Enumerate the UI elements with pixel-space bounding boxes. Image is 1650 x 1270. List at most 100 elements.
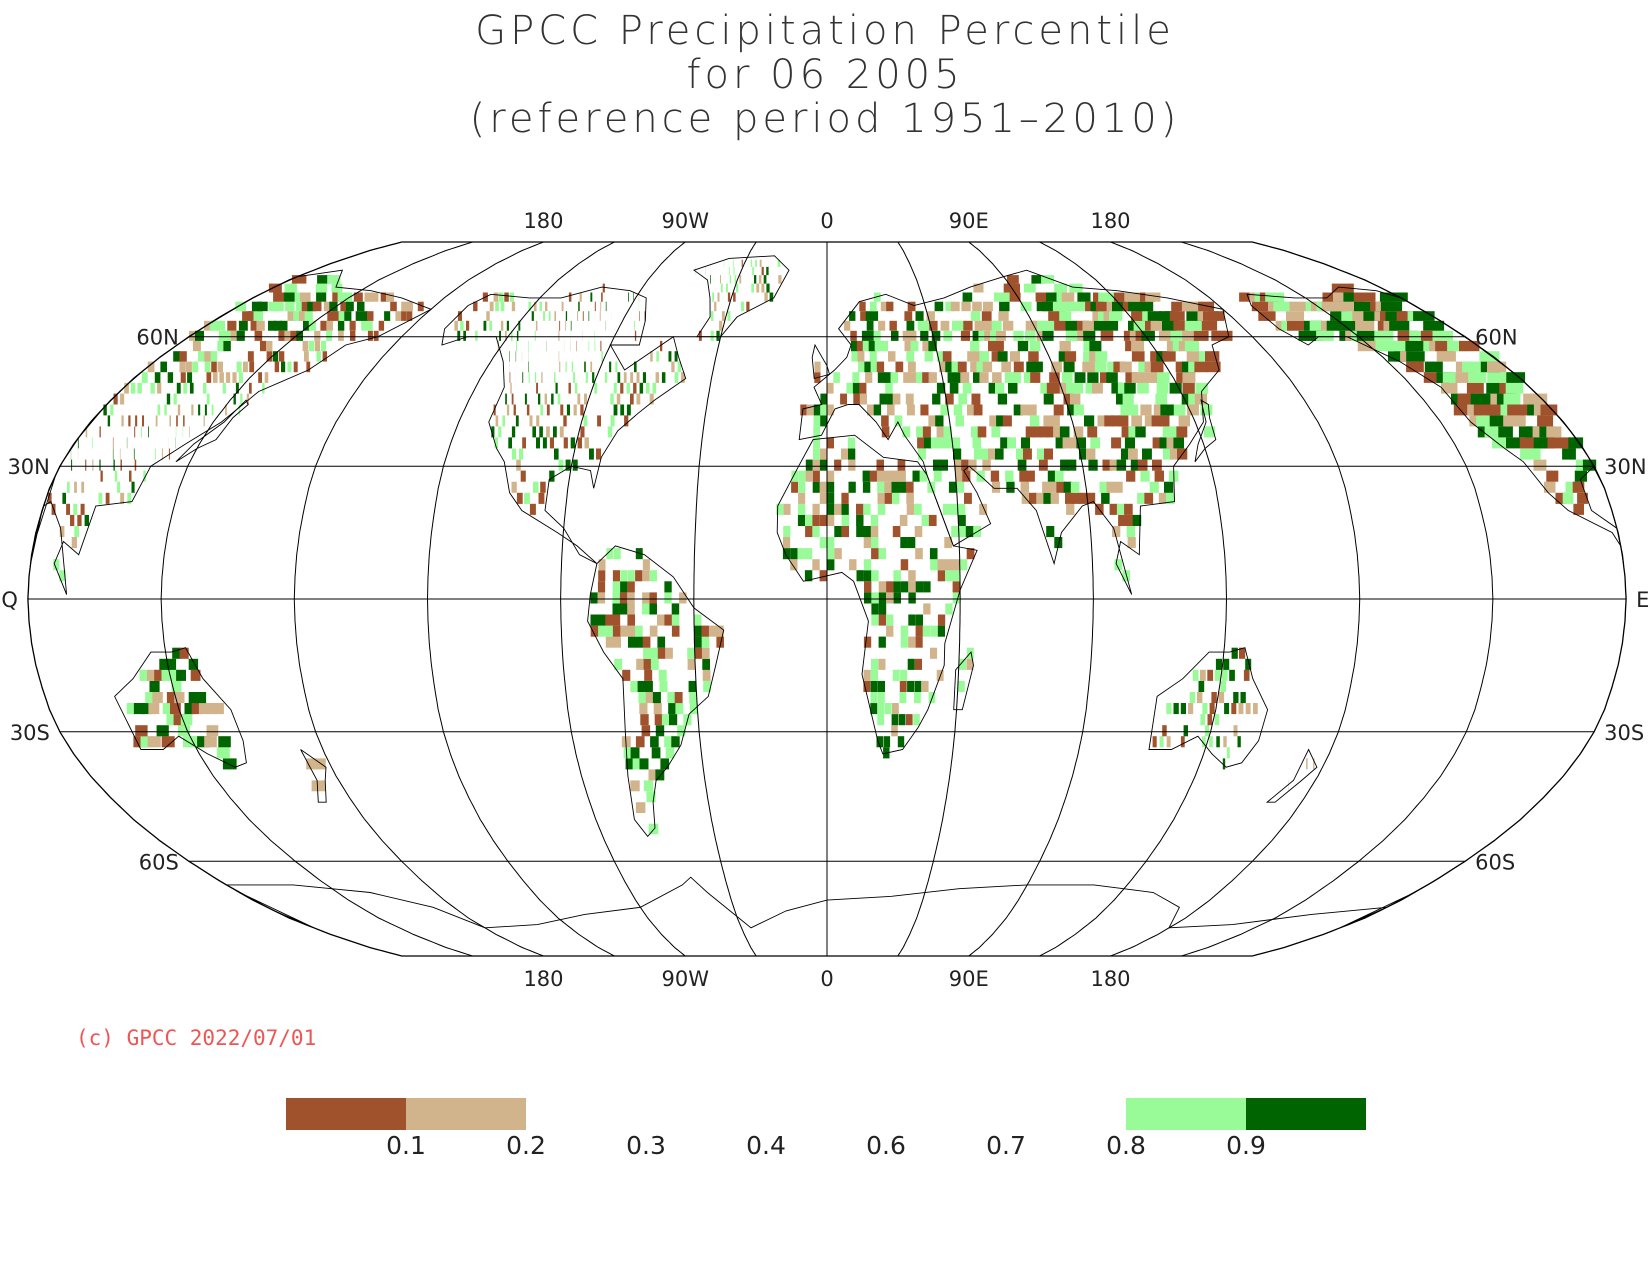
- precip-cell: [1198, 680, 1205, 692]
- precip-cell: [1151, 415, 1163, 427]
- precip-cell: [577, 311, 579, 321]
- precip-cell: [868, 340, 876, 352]
- precip-cell: [174, 692, 185, 704]
- precip-cell: [1233, 725, 1238, 737]
- precip-cell: [489, 301, 494, 312]
- precip-cell: [648, 769, 658, 781]
- precip-cell: [827, 514, 835, 526]
- precip-cell: [1129, 292, 1145, 302]
- precip-cell: [813, 426, 821, 438]
- precip-cell: [1144, 492, 1154, 504]
- precip-cell: [1131, 340, 1145, 352]
- precip-cell: [225, 404, 227, 416]
- precip-cell: [1286, 311, 1304, 321]
- precip-cell: [1233, 692, 1239, 704]
- precip-cell: [1002, 415, 1012, 427]
- precip-cell: [1468, 361, 1488, 373]
- precip-cell: [1041, 275, 1055, 284]
- precip-cell: [1029, 415, 1040, 427]
- precip-cell: [1074, 372, 1086, 383]
- precip-cell: [1487, 404, 1504, 416]
- precip-cell: [876, 459, 884, 471]
- precip-cell: [1375, 340, 1395, 352]
- precip-cell: [1544, 481, 1556, 493]
- precip-cell: [1058, 301, 1071, 312]
- precip-cell: [1466, 382, 1484, 394]
- precip-cell: [1200, 404, 1213, 416]
- precip-cell: [1240, 692, 1246, 704]
- precip-cell: [852, 382, 860, 394]
- precip-cell: [1287, 320, 1305, 331]
- precip-cell: [1072, 492, 1081, 504]
- precip-cell: [951, 320, 961, 331]
- precip-cell: [1127, 537, 1136, 549]
- precip-cell: [327, 311, 335, 321]
- precip-cell: [572, 459, 578, 471]
- precip-cell: [945, 393, 954, 405]
- precip-cell: [937, 625, 945, 637]
- precip-cell: [873, 330, 881, 341]
- precip-cell: [73, 503, 78, 515]
- precip-cell: [674, 372, 679, 383]
- precip-cell: [1030, 372, 1041, 383]
- precip-cell: [316, 292, 327, 302]
- latitude-labels: 60N60N30N30NEQEQ30S30S60S60S: [0, 326, 1650, 875]
- precip-cell: [570, 320, 572, 331]
- precip-cell: [1064, 351, 1077, 362]
- precip-cell: [1137, 459, 1148, 471]
- precip-cell: [204, 736, 217, 748]
- precip-cell: [898, 714, 906, 726]
- precip-cell: [1304, 330, 1322, 341]
- precip-cell: [905, 481, 914, 493]
- precip-cell: [1088, 361, 1100, 373]
- precip-cell: [867, 330, 875, 341]
- precip-cell: [1032, 426, 1042, 438]
- precip-cell: [948, 481, 957, 493]
- precip-cell: [877, 372, 886, 383]
- precip-cell: [1546, 470, 1559, 482]
- precip-cell: [565, 361, 567, 373]
- precip-cell: [893, 581, 901, 593]
- precip-cell: [881, 415, 889, 427]
- precip-cell: [526, 404, 530, 416]
- precip-cell: [862, 340, 870, 352]
- precip-cell: [642, 636, 651, 648]
- precip-cell: [891, 714, 899, 726]
- lat-label-right: 30N: [1604, 455, 1646, 479]
- precip-cell: [369, 292, 379, 302]
- precip-cell: [886, 301, 894, 312]
- precip-cell: [1043, 415, 1054, 427]
- precip-cell: [892, 526, 901, 538]
- precip-cell: [981, 311, 992, 321]
- precip-cell: [827, 537, 835, 549]
- precip-cell: [870, 680, 878, 692]
- lat-label-right: 60N: [1475, 326, 1517, 350]
- precip-cell: [546, 426, 550, 438]
- precip-cell: [203, 415, 205, 427]
- precip-cell: [235, 301, 247, 312]
- precip-cell: [528, 372, 530, 383]
- precip-cell: [1149, 481, 1159, 493]
- precip-cell: [923, 603, 931, 615]
- precip-cell: [945, 570, 953, 582]
- precip-cell: [613, 548, 621, 560]
- precip-cell: [92, 459, 94, 471]
- precip-cell: [361, 320, 367, 331]
- precip-cell: [574, 382, 578, 394]
- precip-cell: [1042, 330, 1054, 341]
- precip-cell: [1330, 311, 1350, 321]
- precip-cell: [1222, 758, 1226, 770]
- precip-cell: [979, 372, 989, 383]
- precip-cell: [940, 320, 950, 331]
- precip-cell: [741, 259, 743, 267]
- precip-cell: [460, 320, 464, 331]
- precip-cell: [528, 340, 529, 352]
- precip-cell: [1125, 372, 1138, 383]
- precip-cell: [1118, 514, 1127, 526]
- precip-cell: [928, 340, 937, 352]
- precip-cell: [133, 448, 135, 460]
- precip-cell: [820, 448, 827, 460]
- precip-cell: [841, 526, 849, 538]
- precip-cell: [884, 372, 892, 383]
- precip-cell: [189, 330, 199, 341]
